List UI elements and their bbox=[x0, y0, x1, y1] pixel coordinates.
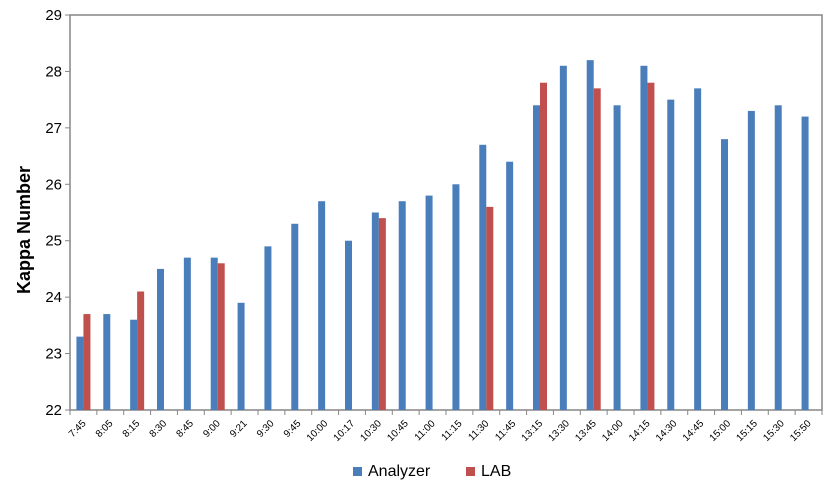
legend-swatch-analyzer bbox=[353, 467, 362, 476]
x-tick-label: 14:45 bbox=[681, 418, 707, 444]
bar-analyzer-7:45 bbox=[76, 336, 84, 410]
x-tick-label: 11:30 bbox=[466, 418, 491, 443]
bar-lab-11:30 bbox=[486, 206, 494, 410]
x-tick-label: 11:00 bbox=[413, 418, 438, 443]
bar-analyzer-13:30 bbox=[559, 65, 567, 411]
x-tick-label: 15:15 bbox=[735, 418, 761, 444]
bar-analyzer-13:15 bbox=[533, 105, 540, 411]
legend-label-lab: LAB bbox=[481, 463, 511, 480]
bar-analyzer-14:00 bbox=[613, 105, 621, 411]
bar-analyzer-15:50 bbox=[801, 116, 809, 411]
x-tick-label: 8:45 bbox=[174, 418, 196, 440]
x-tick-label: 14:15 bbox=[627, 418, 653, 444]
y-tick-label: 25 bbox=[45, 233, 62, 250]
x-tick-label: 9:45 bbox=[282, 418, 304, 440]
x-tick-label: 10:17 bbox=[332, 418, 358, 444]
plot-border bbox=[69, 14, 823, 411]
x-tick-label: 14:30 bbox=[654, 418, 680, 444]
bar-lab-8:15 bbox=[137, 291, 145, 410]
x-tick-label: 10:00 bbox=[305, 418, 331, 444]
y-tick-label: 22 bbox=[45, 402, 62, 419]
y-tick-label: 23 bbox=[45, 346, 62, 363]
bar-analyzer-14:30 bbox=[667, 99, 675, 411]
y-tick-label: 24 bbox=[45, 289, 62, 306]
bar-analyzer-14:45 bbox=[694, 88, 702, 410]
x-tick-label: 13:15 bbox=[520, 418, 546, 444]
bar-analyzer-14:15 bbox=[640, 65, 648, 411]
x-tick-label: 8:05 bbox=[94, 418, 116, 440]
bar-lab-14:15 bbox=[647, 82, 655, 410]
bar-lab-10:30 bbox=[378, 218, 386, 410]
bar-analyzer-9:45 bbox=[291, 223, 299, 410]
bar-analyzer-9:21 bbox=[237, 302, 245, 410]
bar-lab-9:00 bbox=[217, 263, 225, 410]
x-tick-label: 13:45 bbox=[573, 418, 599, 444]
bar-analyzer-15:30 bbox=[774, 105, 782, 411]
x-tick-label: 8:30 bbox=[148, 418, 170, 440]
bar-analyzer-8:15 bbox=[130, 319, 138, 410]
x-tick-label: 10:45 bbox=[385, 418, 411, 444]
bar-analyzer-11:15 bbox=[452, 184, 460, 410]
legend-swatch-lab bbox=[466, 467, 475, 476]
bar-lab-7:45 bbox=[83, 314, 91, 410]
x-tick-label: 14:00 bbox=[600, 418, 626, 444]
x-tick-label: 15:50 bbox=[788, 418, 814, 444]
x-tick-label: 8:15 bbox=[121, 418, 143, 440]
plot-area: 22 23 24 25 26 27 28 29 7:45 8:05 8:15 8:30 8:45 9:00… bbox=[45, 7, 823, 444]
legend-label-analyzer: Analyzer bbox=[368, 463, 431, 480]
bar-analyzer-10:00 bbox=[318, 201, 326, 410]
bar-analyzer-8:05 bbox=[103, 314, 111, 410]
bar-analyzer-11:45 bbox=[506, 161, 514, 410]
bar-analyzer-15:15 bbox=[747, 110, 755, 410]
bar-analyzer-10:17 bbox=[345, 240, 352, 410]
x-tick-label: 10:30 bbox=[359, 418, 385, 444]
x-tick-label: 15:30 bbox=[761, 418, 787, 444]
x-tick-label: 11:15 bbox=[440, 418, 465, 443]
y-tick-label: 26 bbox=[45, 176, 62, 193]
bar-lab-13:45 bbox=[593, 88, 601, 410]
x-tick-label: 9:30 bbox=[255, 418, 277, 440]
bar-analyzer-15:00 bbox=[721, 139, 728, 410]
bar-analyzer-9:00 bbox=[210, 257, 218, 410]
bar-analyzer-10:45 bbox=[398, 201, 406, 410]
x-tick-label: 13:30 bbox=[547, 418, 573, 444]
x-tick-label: 9:21 bbox=[228, 418, 250, 440]
x-tick-label: 7:45 bbox=[67, 418, 89, 440]
y-tick-label: 28 bbox=[45, 63, 62, 80]
y-tick-label: 29 bbox=[45, 7, 62, 24]
x-tick-label: 11:45 bbox=[493, 418, 518, 443]
bar-analyzer-9:30 bbox=[264, 246, 272, 410]
bar-analyzer-11:30 bbox=[479, 144, 487, 411]
legend: Analyzer LAB bbox=[353, 463, 511, 480]
bar-analyzer-8:45 bbox=[183, 257, 191, 410]
bar-lab-13:15 bbox=[540, 82, 547, 410]
x-tick-label: 9:00 bbox=[201, 418, 223, 440]
x-tick-label: 15:00 bbox=[708, 418, 734, 444]
bar-analyzer-8:30 bbox=[157, 268, 164, 410]
y-axis-label: Kappa Number bbox=[14, 166, 34, 294]
bar-analyzer-11:00 bbox=[425, 195, 433, 410]
bar-analyzer-13:45 bbox=[586, 60, 594, 411]
y-tick-label: 27 bbox=[45, 120, 62, 137]
bar-analyzer-10:30 bbox=[371, 212, 379, 410]
